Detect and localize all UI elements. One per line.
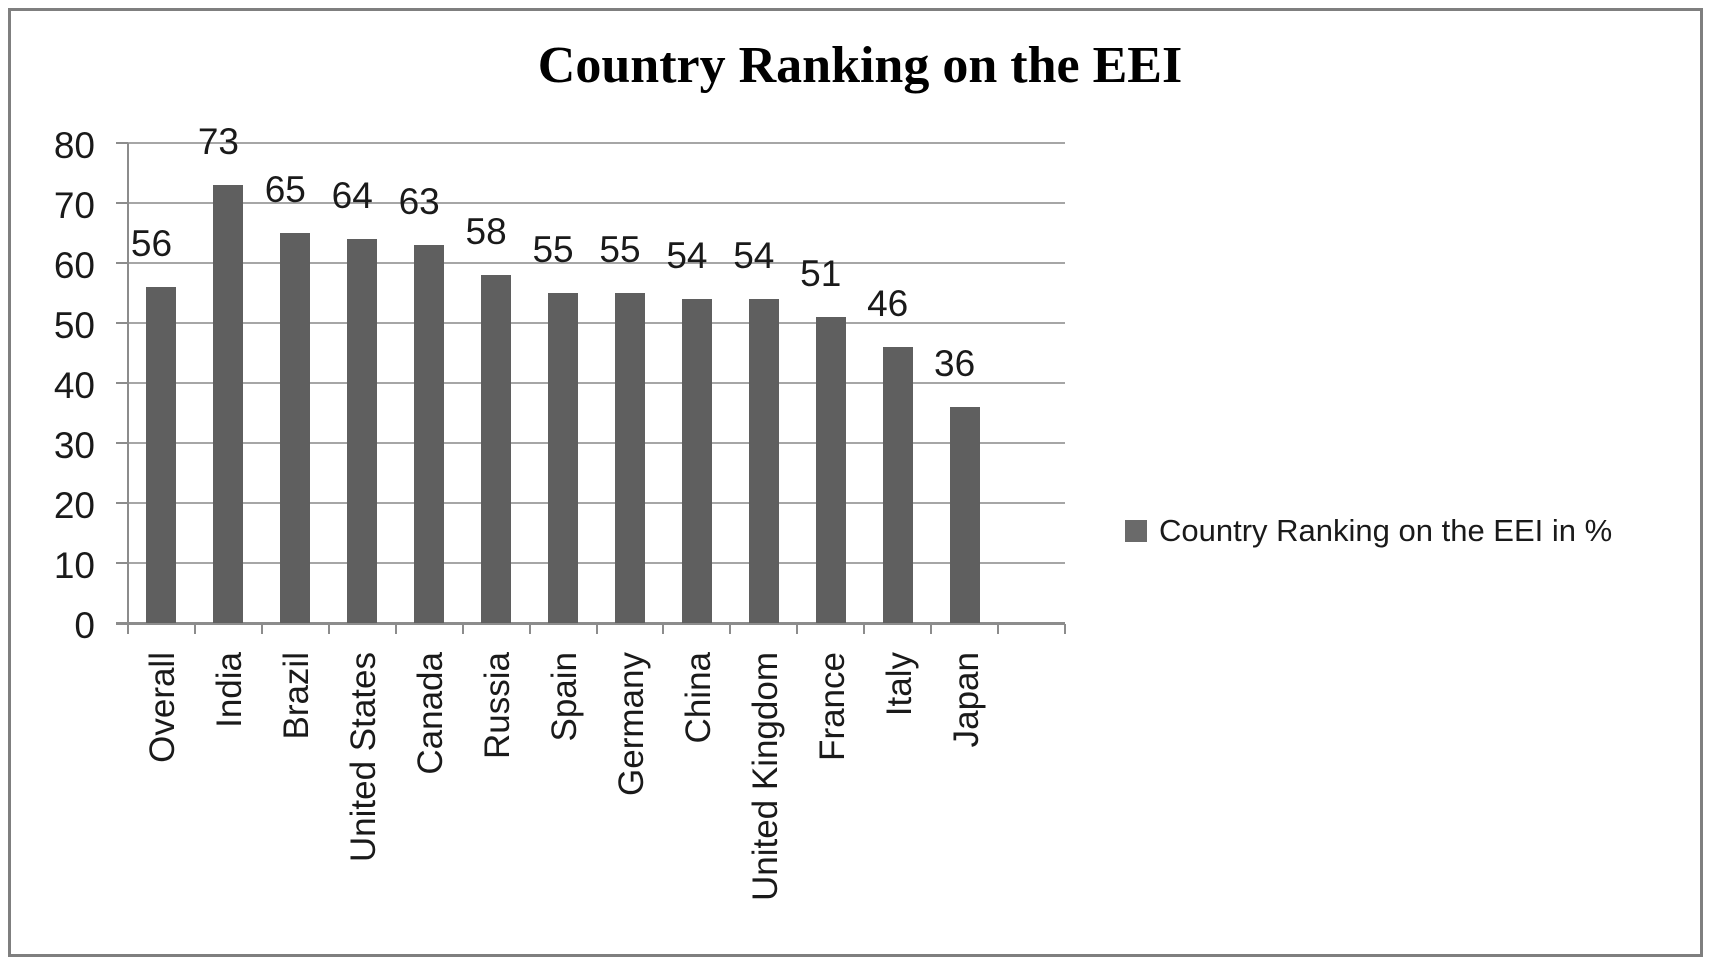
x-axis-tick-10 <box>796 624 799 634</box>
bar-value-label: 51 <box>800 253 842 294</box>
x-axis-line <box>116 622 1065 625</box>
category-label: United States <box>344 652 384 863</box>
x-axis-tick-6 <box>528 624 531 634</box>
bar-germany <box>614 293 645 623</box>
y-axis-line <box>127 143 129 633</box>
bar-value-label: 46 <box>867 283 909 324</box>
category-label: Brazil <box>277 652 317 740</box>
x-axis-tick-7 <box>595 624 598 634</box>
bar-china <box>681 299 712 623</box>
x-axis-tick-11 <box>863 624 866 634</box>
category-label: China <box>678 652 718 744</box>
bar-united-states <box>347 239 378 623</box>
x-axis-tick-8 <box>662 624 665 634</box>
x-axis-tick-12 <box>930 624 933 634</box>
gridline-y-20 <box>128 502 1065 504</box>
y-axis-tick-label-50: 50 <box>53 305 95 346</box>
legend: Country Ranking on the EEI in % <box>1125 515 1612 546</box>
y-axis-tick-label-60: 60 <box>53 245 95 286</box>
bar-value-label: 64 <box>331 175 373 216</box>
x-axis-tick-4 <box>394 624 397 634</box>
bar-value-label: 55 <box>599 229 641 270</box>
y-axis-tick-70 <box>116 202 128 204</box>
bar-russia <box>481 275 512 623</box>
y-axis-tick-label-80: 80 <box>53 125 95 166</box>
chart-border-frame <box>8 8 1703 957</box>
y-axis-tick-20 <box>116 502 128 504</box>
bar-value-label: 65 <box>264 169 306 210</box>
bar-value-label: 54 <box>733 235 775 276</box>
category-label: Italy <box>879 652 919 717</box>
gridline-y-60 <box>128 262 1065 264</box>
legend-label: Country Ranking on the EEI in % <box>1159 513 1613 548</box>
bar-brazil <box>280 233 311 623</box>
gridline-y-70 <box>128 202 1065 204</box>
bar-value-label: 55 <box>532 229 574 270</box>
bar-united-kingdom <box>748 299 779 623</box>
category-label: India <box>210 652 250 728</box>
bar-india <box>213 185 244 623</box>
category-label: Japan <box>946 652 986 748</box>
bar-canada <box>414 245 445 623</box>
legend-swatch-icon <box>1125 519 1147 542</box>
gridline-y-30 <box>128 442 1065 444</box>
category-label: Overall <box>143 652 183 763</box>
gridline-y-40 <box>128 382 1065 384</box>
bar-italy <box>882 347 913 623</box>
y-axis-tick-60 <box>116 262 128 264</box>
y-axis-tick-label-20: 20 <box>53 485 95 526</box>
y-axis-tick-10 <box>116 562 128 564</box>
gridline-y-80 <box>128 142 1065 144</box>
y-axis-tick-label-70: 70 <box>53 185 95 226</box>
bar-value-label: 63 <box>398 181 440 222</box>
y-axis-tick-label-0: 0 <box>74 605 95 646</box>
gridline-y-10 <box>128 562 1065 564</box>
bar-value-label: 36 <box>934 343 976 384</box>
bar-spain <box>548 293 579 623</box>
x-axis-tick-3 <box>327 624 330 634</box>
bar-value-label: 58 <box>465 211 507 252</box>
category-label: Canada <box>411 652 451 775</box>
y-axis-tick-30 <box>116 442 128 444</box>
x-axis-tick-13 <box>997 624 1000 634</box>
chart-title: Country Ranking on the EEI <box>537 37 1183 94</box>
bar-france <box>815 317 846 623</box>
category-label: France <box>812 652 852 761</box>
category-label: United Kingdom <box>745 652 785 902</box>
y-axis-tick-80 <box>116 142 128 144</box>
y-axis-tick-label-30: 30 <box>53 425 95 466</box>
x-axis-tick-14 <box>1064 624 1066 634</box>
category-label: Germany <box>611 652 651 796</box>
x-axis-tick-2 <box>260 624 263 634</box>
x-axis-tick-9 <box>729 624 732 634</box>
y-axis-tick-40 <box>116 382 128 384</box>
y-axis-tick-label-10: 10 <box>53 545 95 586</box>
category-label: Spain <box>545 652 585 742</box>
x-axis-tick-5 <box>461 624 464 634</box>
gridline-y-50 <box>128 322 1065 324</box>
bar-overall <box>146 287 177 623</box>
bar-value-label: 73 <box>197 121 239 162</box>
x-axis-tick-0 <box>127 624 129 634</box>
bar-value-label: 54 <box>666 235 708 276</box>
bar-value-label: 56 <box>130 223 173 264</box>
bar-japan <box>949 407 980 623</box>
y-axis-tick-label-40: 40 <box>53 365 95 406</box>
y-axis-tick-50 <box>116 322 128 324</box>
x-axis-tick-1 <box>193 624 196 634</box>
category-label: Russia <box>478 652 518 759</box>
